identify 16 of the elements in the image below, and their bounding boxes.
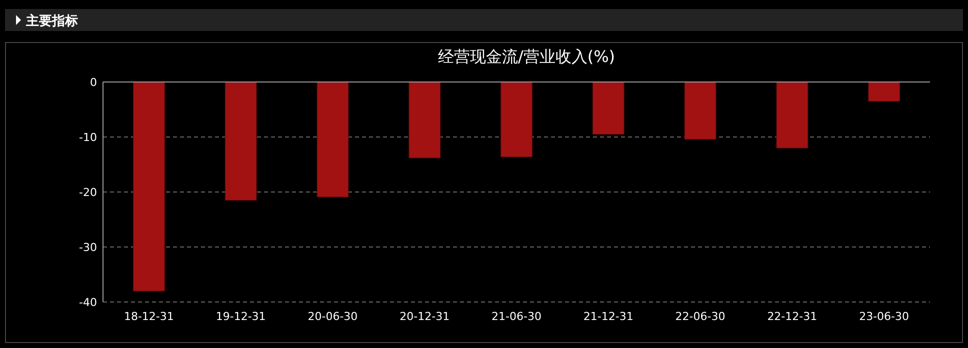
y-tick-label: -40 [79,296,97,309]
x-tick-label: 22-12-31 [767,310,818,323]
x-tick-label: 21-12-31 [583,310,634,323]
text: 主要指标 [25,13,78,29]
x-tick-label: 23-06-30 [859,310,910,323]
y-tick-label: -20 [79,186,97,199]
y-tick-label: -10 [79,131,97,144]
x-tick-label: 20-12-31 [400,310,450,323]
x-tick-label: 18-12-31 [124,310,174,323]
chart-title: 经营现金流/营业收入(%) [438,47,616,66]
x-tick-label: 19-12-31 [216,310,266,323]
x-tick-label: 22-06-30 [675,310,726,323]
y-tick-label: -30 [79,241,97,254]
y-tick-label: 0 [90,76,97,89]
x-tick-label: 21-06-30 [492,310,542,323]
x-tick-label: 20-06-30 [308,310,358,323]
